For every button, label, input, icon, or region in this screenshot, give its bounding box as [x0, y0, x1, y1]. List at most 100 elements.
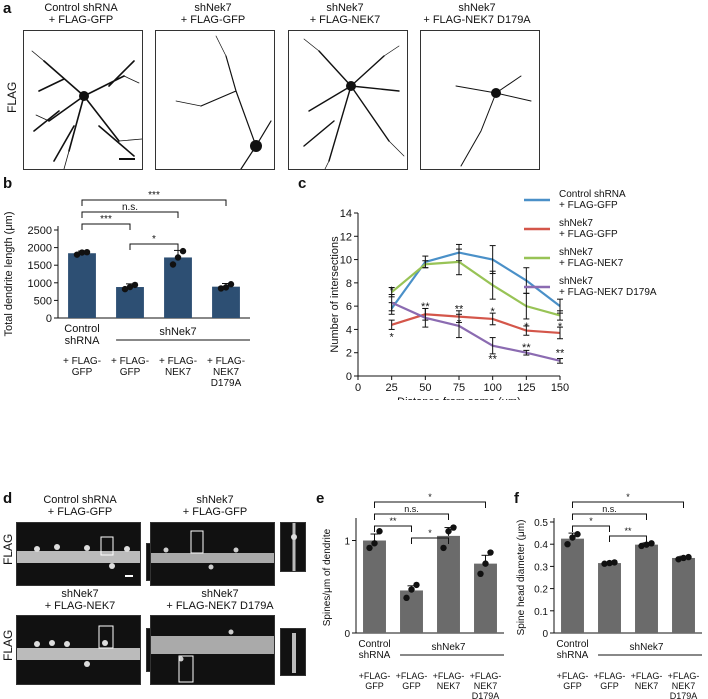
panel-d-cond-3: shNek7 + FLAG-NEK7	[44, 588, 116, 612]
c-xtick-label: 25	[386, 382, 398, 394]
e-datapoint	[477, 570, 484, 577]
c-series-line	[390, 260, 561, 317]
c-xtick-label: 150	[551, 382, 569, 394]
micrograph-shnek7-d179a	[420, 30, 540, 170]
b-bar	[116, 287, 144, 318]
b-datapoint	[131, 281, 139, 289]
panel-f-letter: f	[514, 490, 519, 507]
chart-e: 0 1 Spines/μm of dendrite Control shRNA shNek…	[322, 492, 504, 699]
panel-a-cond-4: shNek7 + FLAG-NEK7 D179A	[423, 2, 531, 26]
e-sig-label: *	[428, 528, 432, 538]
b-sig-label: *	[152, 234, 156, 245]
panel-c-letter: c	[298, 175, 307, 192]
c-ytick-label: 10	[340, 255, 352, 267]
b-datapoint	[83, 248, 91, 256]
f-sig-label: *	[589, 516, 593, 526]
b-bar	[212, 286, 240, 318]
b-datapoint	[179, 247, 187, 255]
e-sublabel: +FLAG-NEK7	[433, 671, 465, 691]
e-group-control: Control shRNA	[358, 639, 390, 661]
e-ytick-label: 1	[344, 537, 350, 548]
f-datapoint	[638, 542, 645, 550]
panel-a-cond-2: shNek7 + FLAG-GFP	[180, 2, 246, 26]
f-group-sh: shNek7	[630, 642, 664, 653]
c-xlabel: Distance from soma (μm)	[397, 396, 521, 400]
f-sublabel: +FLAG-NEK7	[631, 671, 663, 691]
b-datapoint	[126, 283, 134, 291]
c-ytick-label: 6	[346, 301, 352, 313]
c-sig-annotation: *	[390, 331, 395, 343]
f-sublabel: +FLAG-GFP	[594, 671, 626, 691]
e-sig-bracket	[374, 525, 412, 532]
dendrite-shnek7-gfp	[150, 522, 275, 586]
c-ytick-label: 12	[340, 231, 352, 243]
f-sig-label: n.s.	[602, 504, 617, 514]
b-ytick-label: 0	[46, 313, 52, 325]
b-datapoint	[78, 249, 86, 256]
b-datapoint	[217, 285, 225, 292]
inset-shnek7-gfp	[280, 522, 306, 572]
b-datapoint	[222, 284, 230, 291]
b-ytick-label: 1000	[28, 278, 52, 290]
chart-f: 0 0.1 0.2 0.3 0.4 0.5 Spine head diameter (μm)…	[516, 492, 702, 699]
b-sig-bracket	[81, 199, 227, 206]
f-ytick-label: 0.1	[534, 607, 548, 618]
f-ytick-label: 0.4	[534, 540, 548, 551]
neuron-image-2	[175, 35, 272, 169]
f-datapoint	[601, 560, 608, 567]
e-bar	[474, 563, 497, 633]
e-datapoint	[376, 528, 383, 535]
neuron-image-4	[455, 75, 532, 167]
chart-b: 0 500 1000 1500 2000 2500 Total dendrite lengt…	[3, 190, 250, 389]
b-sig-label: n.s.	[122, 202, 138, 213]
c-ytick-label: 0	[346, 371, 352, 383]
f-datapoint	[675, 556, 682, 563]
f-ylabel: Spine head diameter (μm)	[516, 520, 527, 636]
e-group-sh: shNek7	[432, 642, 466, 653]
panel-a-cond-3: shNek7 + FLAG-NEK7	[309, 2, 381, 26]
f-datapoint	[680, 554, 687, 562]
b-ytick-label: 500	[34, 295, 52, 307]
c-ytick-label: 4	[346, 324, 352, 336]
f-datapoint	[606, 559, 613, 567]
f-bar	[672, 557, 695, 633]
panel-d-ylabel-top: FLAG	[1, 533, 15, 565]
e-sig-label: *	[428, 492, 432, 502]
neuron-image-1	[31, 50, 142, 169]
neuron-image-3	[303, 38, 405, 169]
f-ytick-label: 0.5	[534, 518, 548, 529]
f-group-control: Control shRNA	[556, 639, 588, 661]
f-bar	[561, 538, 584, 633]
c-sig-annotation: **	[488, 354, 497, 366]
b-ylabel: Total dendrite length (μm)	[3, 212, 15, 337]
b-sublabel: + FLAG-NEK7 D179A	[207, 356, 245, 389]
panel-b-letter: b	[3, 175, 13, 192]
c-sig-annotation: *	[524, 321, 529, 333]
panel-d-cond-4: shNek7 + FLAG-NEK7 D179A	[166, 588, 274, 612]
c-xtick-label: 50	[419, 382, 431, 394]
panel-d-cond-1: Control shRNA + FLAG-GFP	[43, 494, 117, 518]
c-sig-annotation: **	[522, 342, 531, 354]
c-series-line	[391, 301, 561, 362]
c-sig-annotation: **	[556, 348, 565, 360]
panel-a-ylabel: FLAG	[5, 81, 19, 113]
e-datapoint	[487, 549, 494, 556]
chart-c: 0 2 4 6 8 10 12 14 0 25 50 75 100 125 150 Distance from…	[329, 189, 657, 400]
e-datapoint	[413, 581, 420, 589]
b-group-sh: shNek7	[159, 326, 196, 338]
f-datapoint	[564, 541, 571, 548]
e-datapoint	[450, 524, 457, 531]
f-sublabel: +FLAG-GFP	[557, 671, 589, 691]
b-datapoint	[174, 254, 182, 261]
micrograph-control	[23, 30, 143, 170]
b-sig-bracket	[81, 223, 131, 230]
e-sublabel: +FLAG-GFP	[359, 671, 391, 691]
b-ytick-label: 1500	[28, 260, 52, 272]
b-datapoint	[121, 285, 129, 293]
micrograph-shnek7-nek7	[288, 30, 408, 170]
e-datapoint	[403, 594, 410, 602]
e-sig-bracket	[411, 537, 449, 544]
c-xtick-label: 0	[355, 382, 361, 394]
e-datapoint	[445, 528, 452, 535]
e-datapoint	[366, 544, 373, 552]
